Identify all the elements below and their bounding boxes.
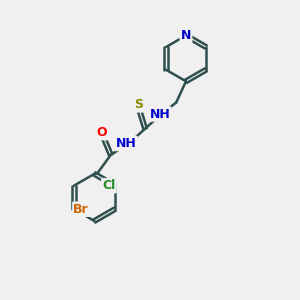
Text: Br: Br [74,203,89,216]
Text: O: O [97,126,107,139]
Text: Cl: Cl [102,179,116,192]
Text: NH: NH [116,137,136,150]
Text: S: S [134,98,143,111]
Text: N: N [181,29,191,42]
Text: NH: NH [149,107,170,121]
